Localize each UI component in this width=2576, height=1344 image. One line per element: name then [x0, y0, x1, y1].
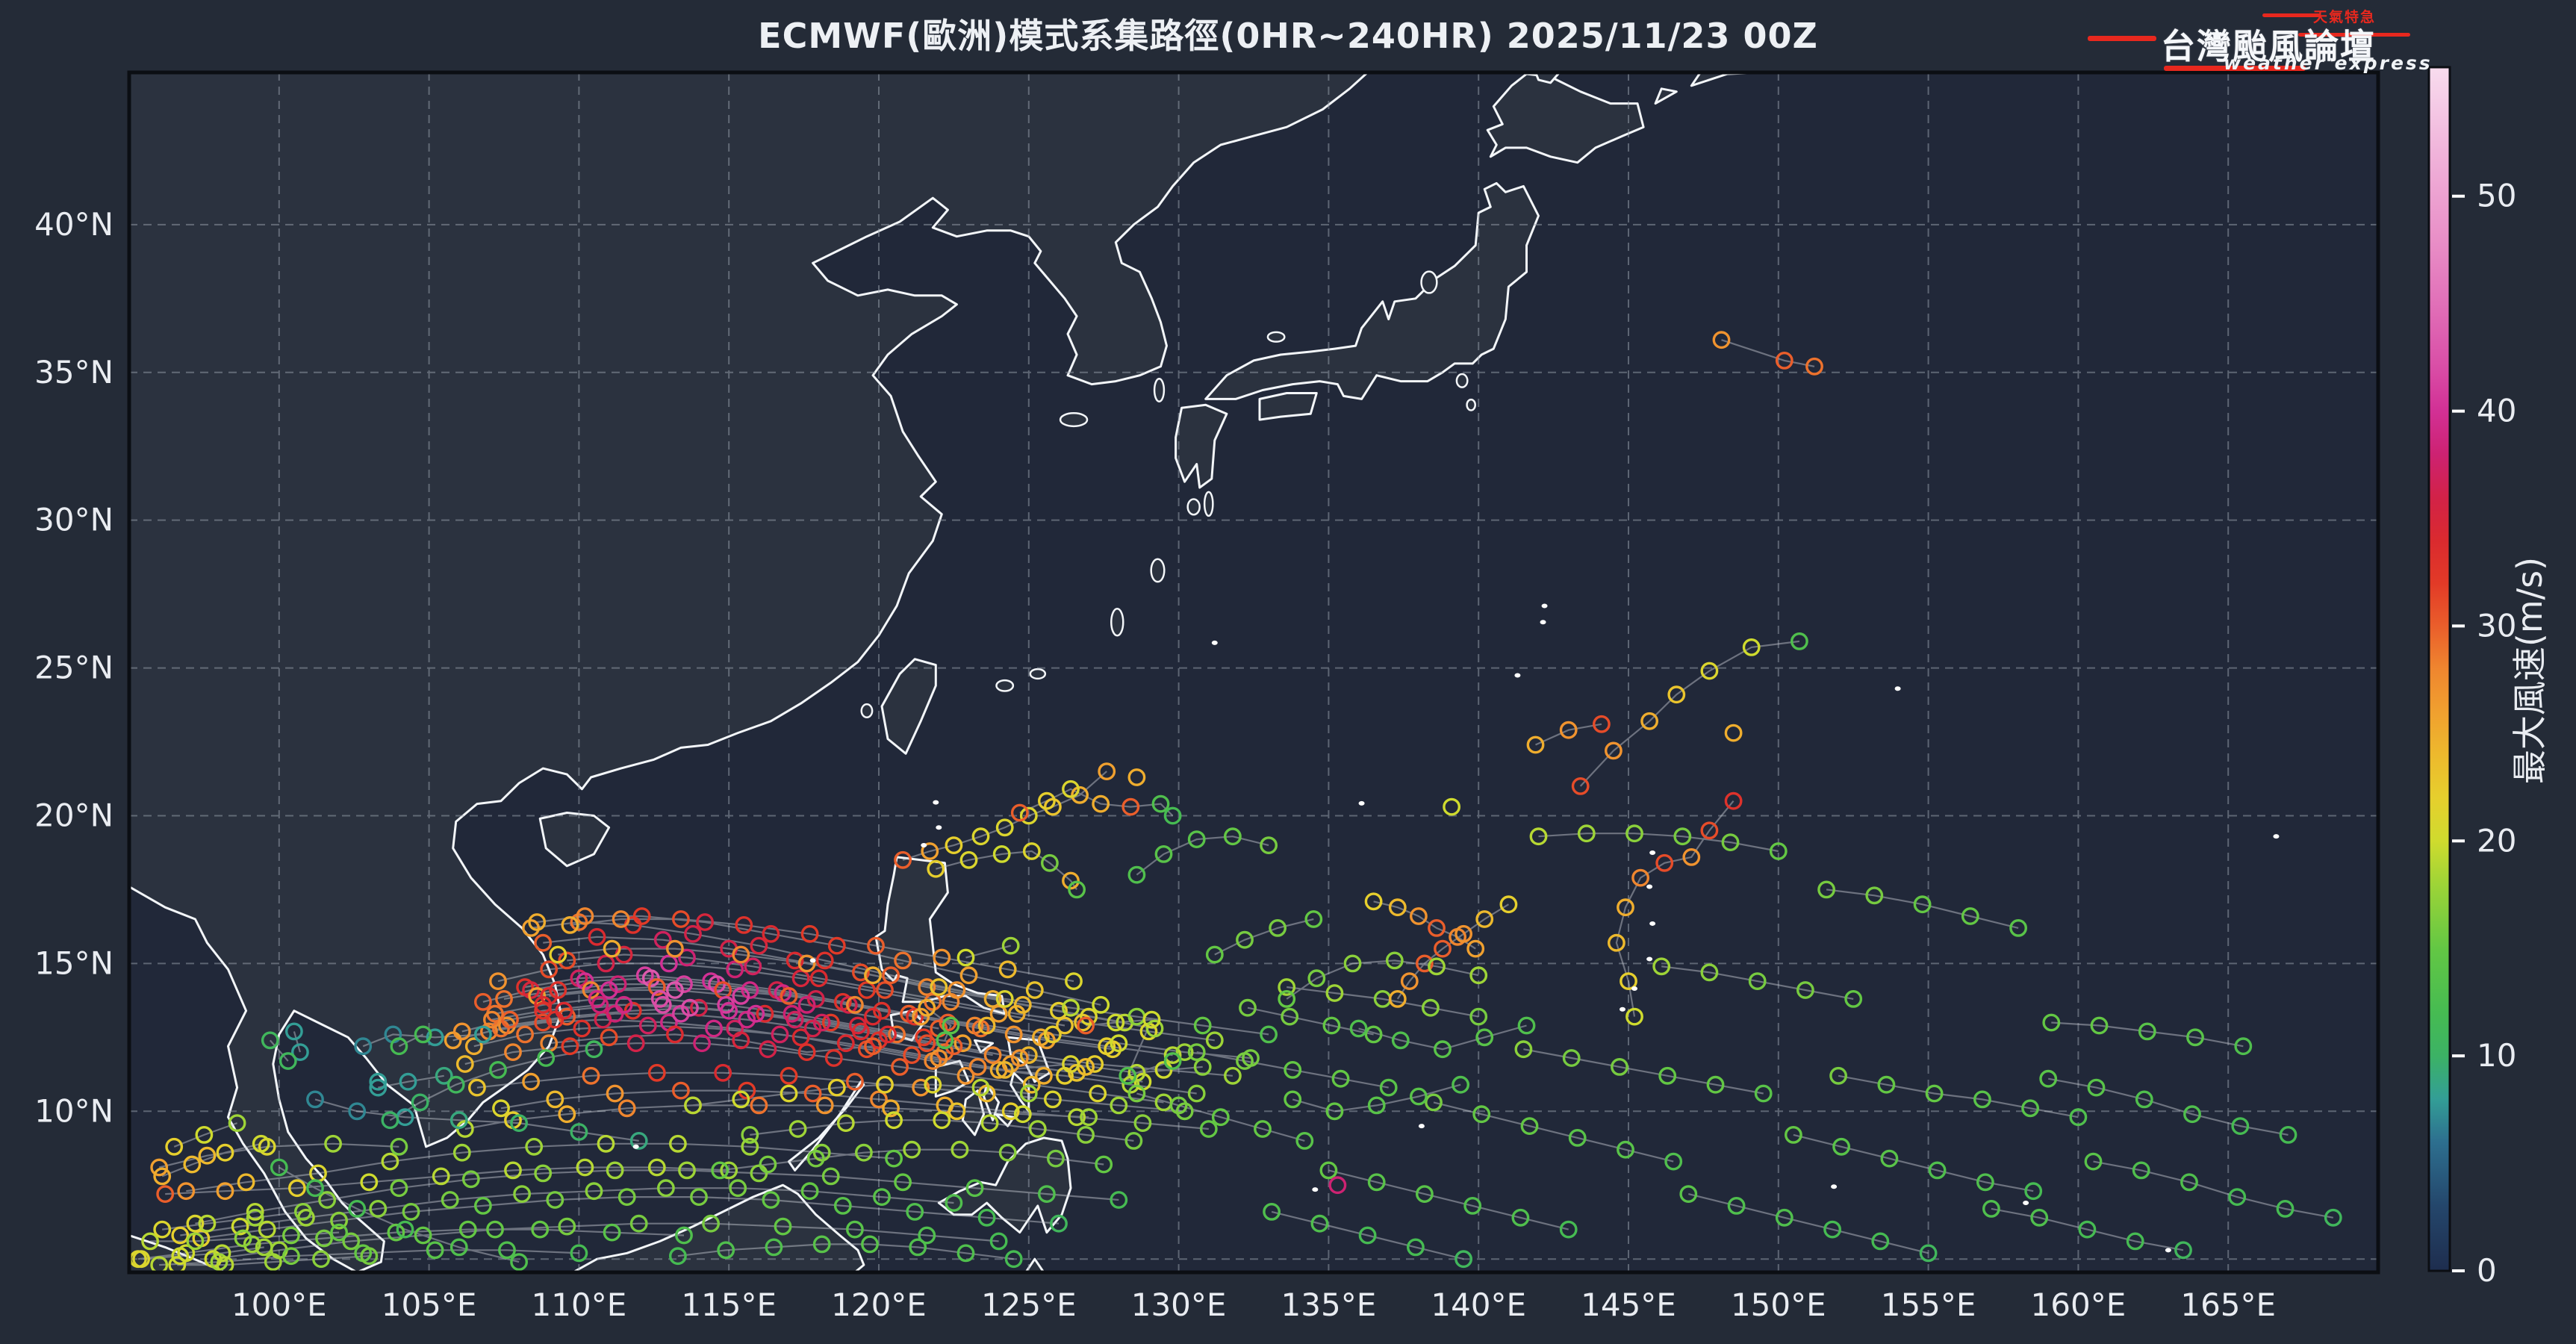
logo-subtext: weather express [2224, 52, 2433, 74]
ensemble-track-points [129, 331, 2342, 1272]
plot-frame [127, 70, 2380, 1275]
map-area [129, 72, 2378, 1272]
y-axis-labels: 10°N 15°N 20°N 25°N 30°N 35°N 40°N [34, 206, 113, 1129]
x-tick-label: 125°E [981, 1287, 1077, 1323]
x-tick-label: 150°E [1731, 1287, 1826, 1323]
colorbar-tick-label: 30 [2477, 607, 2516, 644]
colorbar-tick-label: 20 [2477, 822, 2516, 859]
x-tick-label: 105°E [382, 1287, 477, 1323]
y-tick-label: 15°N [34, 945, 113, 981]
x-tick-label: 140°E [1431, 1287, 1526, 1323]
x-tick-label: 120°E [831, 1287, 927, 1323]
logo-accent-line [2088, 36, 2156, 41]
logo-main-text: 台灣颱風論壇 [2161, 26, 2376, 66]
colorbar-tick-label: 40 [2477, 393, 2516, 429]
colorbar-tick-label: 0 [2477, 1252, 2497, 1289]
x-tick-label: 115°E [681, 1287, 777, 1323]
x-tick-label: 145°E [1581, 1287, 1676, 1323]
logo-accent-line [2262, 13, 2321, 17]
logo-accent-line [2298, 33, 2410, 37]
x-tick-label: 110°E [532, 1287, 627, 1323]
colorbar-axis-label: 最大風速(m/s) [2510, 557, 2550, 784]
land-coastlines [129, 72, 1768, 1272]
brand-logo: 天氣特急 台灣颱風論壇 weather express [2077, 3, 2555, 78]
x-tick-label: 155°E [1881, 1287, 1976, 1323]
x-tick-label: 135°E [1281, 1287, 1377, 1323]
y-tick-label: 35°N [34, 354, 113, 391]
island-dots [632, 603, 2280, 1253]
x-tick-label: 165°E [2180, 1287, 2276, 1323]
logo-accent-line [2164, 66, 2306, 71]
colorbar: 0 10 20 30 40 50 最大風速(m/s) [2427, 66, 2550, 1289]
y-tick-label: 10°N [34, 1092, 113, 1129]
chart-title: ECMWF(歐洲)模式系集路徑(0HR~240HR) 2025/11/23 00… [758, 16, 1818, 56]
y-tick-label: 40°N [34, 206, 113, 243]
x-tick-label: 100°E [231, 1287, 327, 1323]
y-tick-label: 30°N [34, 502, 113, 538]
logo-tagline: 天氣特急 [2313, 9, 2377, 25]
graticule-grid [129, 72, 2378, 1272]
x-tick-label: 130°E [1131, 1287, 1227, 1323]
colorbar-tick-label: 50 [2477, 178, 2516, 214]
x-axis-labels: 100°E 105°E 110°E 115°E 120°E 125°E 130°E 135°E… [231, 1287, 2276, 1323]
x-tick-label: 160°E [2031, 1287, 2127, 1323]
y-tick-label: 25°N [34, 650, 113, 686]
colorbar-tick-label: 10 [2477, 1037, 2516, 1074]
y-tick-label: 20°N [34, 797, 113, 833]
